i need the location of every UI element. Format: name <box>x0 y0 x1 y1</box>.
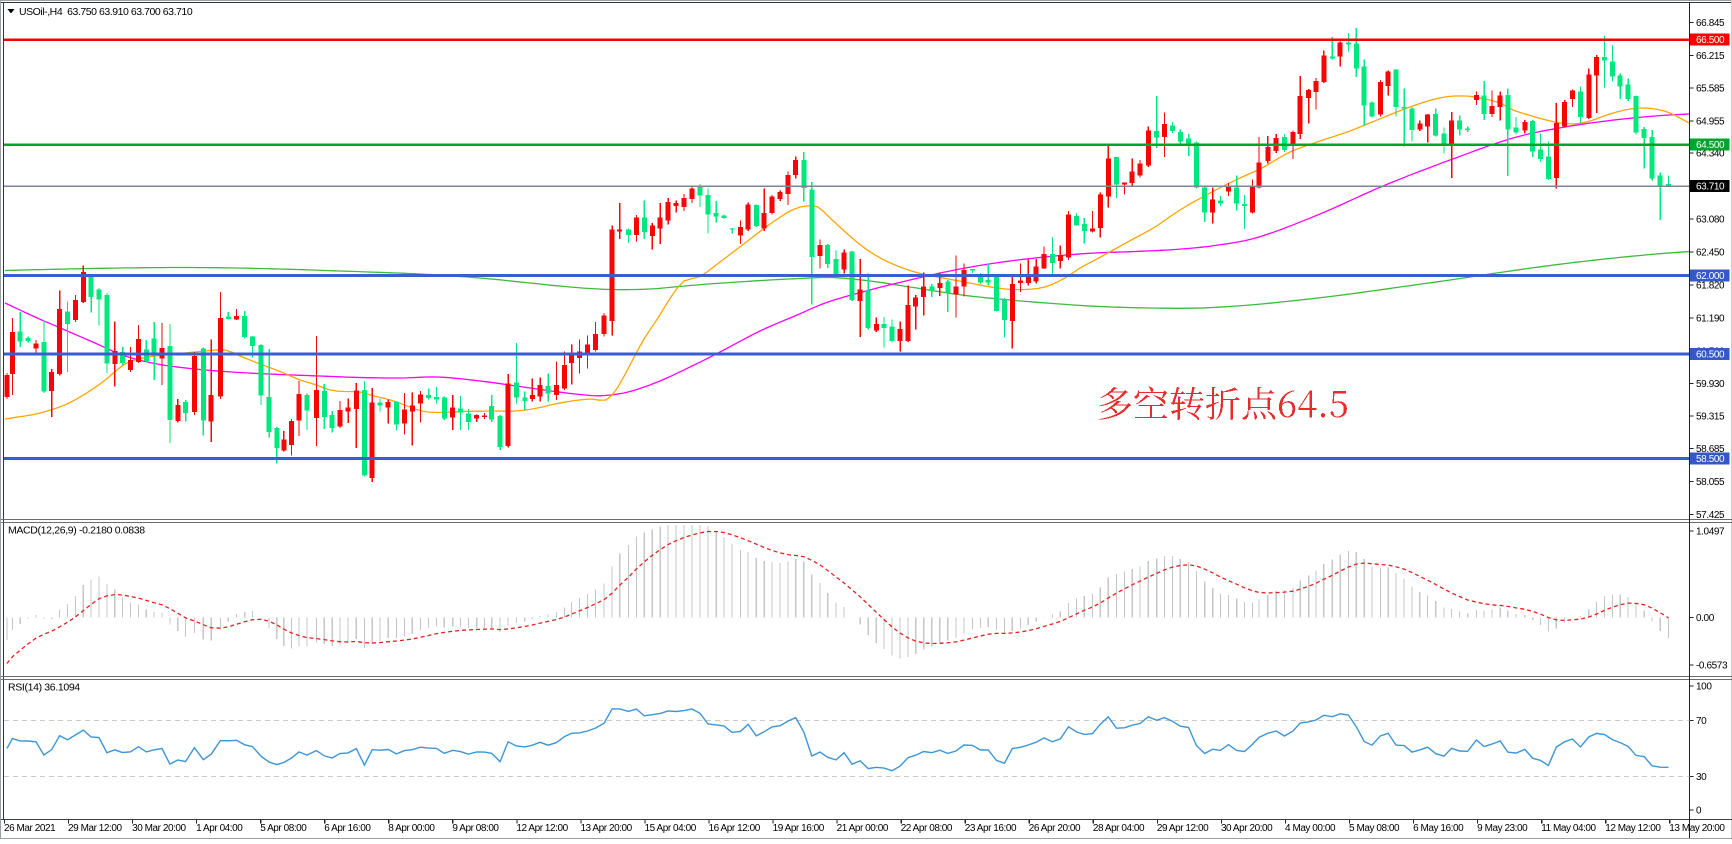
svg-text:11 May 04:00: 11 May 04:00 <box>1541 823 1596 834</box>
svg-text:4 May 00:00: 4 May 00:00 <box>1285 823 1336 834</box>
svg-text:0.00: 0.00 <box>1696 613 1715 624</box>
svg-text:5 Apr 08:00: 5 Apr 08:00 <box>260 823 307 834</box>
svg-text:9 May 23:00: 9 May 23:00 <box>1477 823 1528 834</box>
svg-text:30 Mar 20:00: 30 Mar 20:00 <box>132 823 186 834</box>
svg-text:66.500: 66.500 <box>1696 35 1725 46</box>
svg-text:58.055: 58.055 <box>1696 477 1725 488</box>
svg-text:21 Apr 00:00: 21 Apr 00:00 <box>837 823 889 834</box>
svg-text:13 May 20:00: 13 May 20:00 <box>1669 823 1725 834</box>
svg-text:66.215: 66.215 <box>1696 51 1725 62</box>
svg-text:26 Apr 20:00: 26 Apr 20:00 <box>1029 823 1081 834</box>
svg-text:70: 70 <box>1696 716 1707 727</box>
svg-text:6 May 16:00: 6 May 16:00 <box>1413 823 1464 834</box>
svg-text:1 Apr 04:00: 1 Apr 04:00 <box>196 823 243 834</box>
svg-text:63.080: 63.080 <box>1696 215 1725 226</box>
svg-text:30: 30 <box>1696 772 1707 783</box>
svg-text:16 Apr 12:00: 16 Apr 12:00 <box>709 823 761 834</box>
svg-text:-0.6573: -0.6573 <box>1696 661 1728 672</box>
svg-text:62.450: 62.450 <box>1696 248 1725 259</box>
svg-text:26 Mar 2021: 26 Mar 2021 <box>4 823 56 834</box>
svg-text:29 Apr 12:00: 29 Apr 12:00 <box>1157 823 1209 834</box>
svg-text:13 Apr 20:00: 13 Apr 20:00 <box>580 823 632 834</box>
svg-text:RSI(14) 36.1094: RSI(14) 36.1094 <box>8 682 80 694</box>
svg-text:57.425: 57.425 <box>1696 510 1725 521</box>
svg-text:0: 0 <box>1696 806 1702 817</box>
svg-text:63.710: 63.710 <box>1696 182 1725 193</box>
svg-text:100: 100 <box>1696 682 1712 693</box>
svg-text:8 Apr 00:00: 8 Apr 00:00 <box>388 823 435 834</box>
svg-text:USOil-,H4 63.750 63.910 63.70: USOil-,H4 63.750 63.910 63.700 63.710 <box>19 6 193 18</box>
svg-text:62.000: 62.000 <box>1696 271 1725 282</box>
svg-text:65.585: 65.585 <box>1696 84 1725 95</box>
svg-text:61.190: 61.190 <box>1696 313 1725 324</box>
svg-text:59.930: 59.930 <box>1696 379 1725 390</box>
svg-text:6 Apr 16:00: 6 Apr 16:00 <box>324 823 371 834</box>
svg-text:28 Apr 04:00: 28 Apr 04:00 <box>1093 823 1145 834</box>
svg-text:64.500: 64.500 <box>1696 140 1725 151</box>
svg-text:58.685: 58.685 <box>1696 444 1725 455</box>
svg-text:5 May 08:00: 5 May 08:00 <box>1349 823 1400 834</box>
svg-text:66.845: 66.845 <box>1696 18 1725 29</box>
svg-text:29 Mar 12:00: 29 Mar 12:00 <box>68 823 122 834</box>
svg-text:59.315: 59.315 <box>1696 411 1725 422</box>
svg-text:60.500: 60.500 <box>1696 350 1725 361</box>
svg-text:12 May 12:00: 12 May 12:00 <box>1605 823 1661 834</box>
svg-text:9 Apr 08:00: 9 Apr 08:00 <box>452 823 499 834</box>
svg-text:15 Apr 04:00: 15 Apr 04:00 <box>645 823 697 834</box>
svg-text:64.340: 64.340 <box>1696 149 1725 160</box>
svg-text:61.820: 61.820 <box>1696 280 1725 291</box>
svg-text:30 Apr 20:00: 30 Apr 20:00 <box>1221 823 1273 834</box>
svg-text:23 Apr 16:00: 23 Apr 16:00 <box>965 823 1017 834</box>
svg-text:22 Apr 08:00: 22 Apr 08:00 <box>901 823 953 834</box>
svg-text:12 Apr 12:00: 12 Apr 12:00 <box>516 823 568 834</box>
svg-text:1.0497: 1.0497 <box>1696 527 1725 538</box>
svg-text:64.955: 64.955 <box>1696 117 1725 128</box>
svg-text:19 Apr 16:00: 19 Apr 16:00 <box>773 823 825 834</box>
svg-text:58.500: 58.500 <box>1696 454 1725 465</box>
svg-text:MACD(12,26,9) -0.2180 0.0838: MACD(12,26,9) -0.2180 0.0838 <box>8 525 145 537</box>
